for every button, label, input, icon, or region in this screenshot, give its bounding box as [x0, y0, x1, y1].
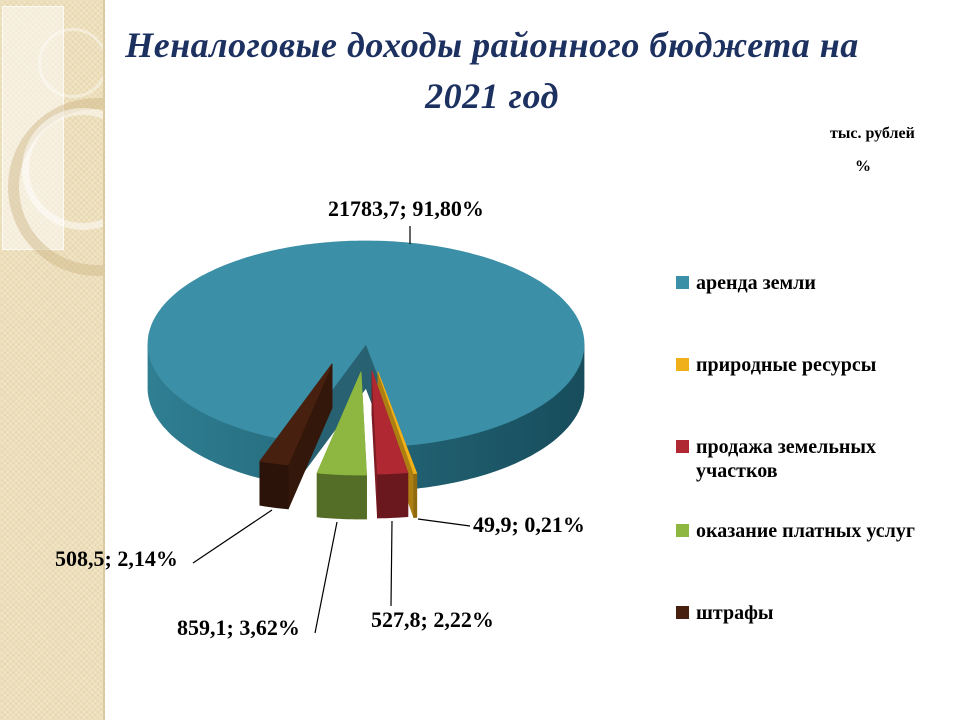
data-label-shtrafy: 508,5; 2,14%	[55, 546, 178, 571]
leader-lines	[192, 226, 471, 634]
decorative-ring-medium	[22, 108, 103, 230]
decorative-ring-small	[38, 28, 103, 98]
pie-slice-1-top	[377, 371, 418, 474]
unit-percent-label: %	[855, 158, 871, 175]
legend-item-shtrafy: штрафы	[676, 602, 948, 626]
slide-title: Неналоговые доходы районного бюджета на …	[40, 20, 944, 123]
leader-line-okazanie	[314, 521, 338, 634]
slide-title-line2: 2021 год	[425, 76, 559, 117]
legend-label-shtrafy: штрафы	[696, 602, 774, 624]
data-label-prirodnye: 49,9; 0,21%	[473, 512, 585, 537]
pie-slice-4-top	[259, 363, 333, 466]
pie-slice-0-top	[147, 240, 585, 446]
pie-slice-2-wall	[377, 472, 409, 519]
legend-marker-arenda	[676, 276, 689, 289]
data-label-arenda: 21783,7; 91,80%	[328, 196, 484, 221]
data-label-okazanie: 859,1; 3,62%	[177, 615, 300, 640]
data-label-prodazha: 527,8; 2,22%	[371, 607, 494, 632]
leader-line-prirodnye	[417, 518, 471, 527]
pie-slice-3-top	[316, 371, 367, 476]
legend-marker-okazanie	[676, 524, 689, 537]
legend-item-arenda: аренда земли	[676, 272, 948, 296]
slide-title-line1: Неналоговые доходы районного бюджета на	[125, 25, 859, 65]
decorative-side-strip	[0, 0, 105, 720]
pie-slice-4-wall	[259, 460, 289, 510]
pie-slice-1-wall	[413, 473, 418, 518]
unit-label: тыс. рублей	[830, 125, 915, 142]
legend-label-prodazha: продажа земельных участков	[696, 436, 877, 482]
pie-slice-3-wall	[316, 472, 367, 520]
legend-label-prirodnye: природные ресурсы	[696, 354, 877, 376]
leader-line-shtrafy	[192, 509, 273, 564]
legend-marker-prirodnye	[676, 358, 689, 371]
legend-item-okazanie: оказание платных услуг	[676, 520, 948, 544]
legend-item-prodazha: продажа земельных участков	[676, 436, 948, 483]
leader-line-prodazha	[390, 520, 393, 607]
legend-item-prirodnye: природные ресурсы	[676, 354, 948, 378]
legend-marker-prodazha	[676, 440, 689, 453]
pie-slices	[147, 240, 585, 520]
legend-marker-shtrafy	[676, 606, 689, 619]
legend-label-arenda: аренда земли	[696, 272, 816, 294]
legend-label-okazanie: оказание платных услуг	[696, 520, 915, 542]
pie-slice-2-top	[371, 370, 409, 475]
